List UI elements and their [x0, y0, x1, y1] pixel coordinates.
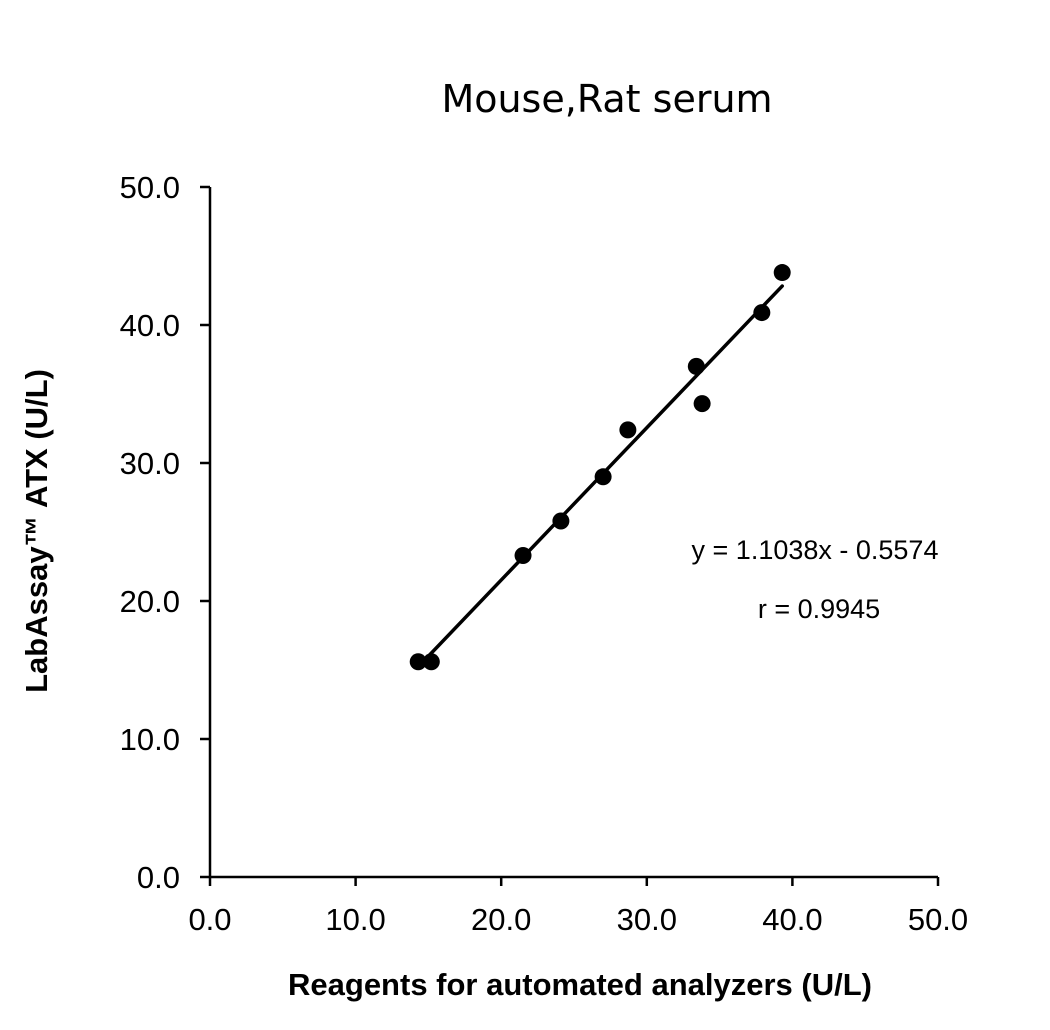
x-axis-label: Reagents for automated analyzers (U/L) [288, 967, 872, 1002]
x-tick-label: 10.0 [325, 902, 385, 937]
data-point [693, 395, 711, 413]
tick-labels: 0.0 10.0 20.0 30.0 40.0 50.0 0.0 10.0 20.0 30.0 40… [120, 170, 969, 937]
y-axis-label: LabAssay™ ATX (U/L) [19, 369, 54, 693]
data-point [619, 421, 637, 439]
y-tick-label: 40.0 [120, 308, 180, 343]
correlation-coefficient: r = 0.9945 [758, 594, 880, 624]
data-point [773, 264, 791, 282]
axes [200, 185, 940, 886]
x-tick-label: 50.0 [908, 902, 968, 937]
x-tick-label: 40.0 [762, 902, 822, 937]
y-tick-label: 30.0 [120, 446, 180, 481]
data-point [514, 546, 532, 564]
chart-title: Mouse,Rat serum [441, 77, 772, 121]
data-point [552, 512, 570, 530]
y-tick-label: 20.0 [120, 584, 180, 619]
data-point [687, 357, 705, 375]
y-tick-label: 0.0 [137, 860, 180, 895]
x-tick-label: 30.0 [617, 902, 677, 937]
y-tick-label: 50.0 [120, 170, 180, 205]
data-point [422, 653, 440, 671]
x-tick-label: 20.0 [471, 902, 531, 937]
data-point [594, 468, 612, 486]
data-point [409, 653, 427, 671]
data-points [409, 264, 791, 671]
y-tick-label: 10.0 [120, 722, 180, 757]
x-tick-label: 0.0 [188, 902, 231, 937]
regression-equation: y = 1.1038x - 0.5574 [692, 535, 939, 565]
data-point [753, 304, 771, 322]
